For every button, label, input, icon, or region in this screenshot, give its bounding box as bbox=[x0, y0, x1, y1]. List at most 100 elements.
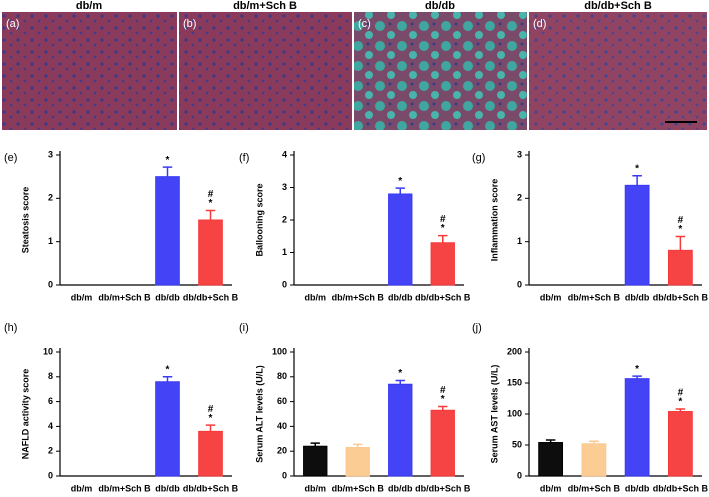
panel-label: (g) bbox=[472, 152, 485, 164]
y-tick-label: 0 bbox=[517, 470, 522, 480]
histology-image bbox=[179, 12, 352, 130]
y-tick-label: 100 bbox=[507, 408, 522, 418]
y-tick-label: 0 bbox=[48, 470, 53, 480]
x-tick-label: db/db+Sch B bbox=[653, 483, 709, 493]
error-bar bbox=[438, 234, 448, 243]
y-tick-label: 10 bbox=[43, 346, 53, 356]
y-tick-label: 3 bbox=[48, 149, 53, 159]
panel-header: db/db+Sch B bbox=[584, 0, 652, 12]
y-tick-label: 8 bbox=[48, 371, 53, 381]
bar bbox=[624, 184, 650, 286]
panel-header: db/m bbox=[76, 0, 102, 12]
x-tick-label: db/m+Sch B bbox=[568, 483, 621, 493]
x-tick-label: db/db bbox=[388, 292, 413, 302]
x-tick-label: db/m bbox=[305, 292, 327, 302]
significance-marker: * bbox=[678, 224, 682, 235]
panel-label: (c) bbox=[358, 18, 371, 30]
y-axis-label: Serum AST levels (U/L) bbox=[489, 365, 499, 464]
y-tick-label: 0 bbox=[282, 470, 287, 480]
significance-marker: # bbox=[678, 215, 684, 226]
x-tick-label: db/m bbox=[71, 292, 93, 302]
panel-label: (h) bbox=[4, 322, 17, 334]
panel-label: (d) bbox=[533, 18, 546, 30]
y-tick-label: 3 bbox=[282, 182, 287, 192]
error-bar bbox=[632, 375, 642, 379]
panel-label: (f) bbox=[239, 152, 249, 164]
y-tick-label: 3 bbox=[517, 149, 522, 159]
histology-image bbox=[529, 12, 707, 130]
significance-marker: * bbox=[398, 176, 402, 187]
panel-label: (j) bbox=[472, 322, 482, 334]
y-tick-label: 20 bbox=[277, 446, 287, 456]
x-tick-label: db/m+Sch B bbox=[568, 292, 621, 302]
error-bar bbox=[632, 175, 642, 186]
significance-marker: # bbox=[208, 404, 214, 415]
x-tick-label: db/m bbox=[540, 483, 562, 493]
y-tick-label: 1 bbox=[517, 236, 522, 246]
x-tick-label: db/m bbox=[71, 483, 93, 493]
y-tick-label: 0 bbox=[48, 279, 53, 289]
bar bbox=[303, 445, 328, 477]
error-bar bbox=[675, 235, 686, 251]
y-tick-label: 1 bbox=[282, 247, 287, 257]
bar bbox=[388, 193, 413, 286]
bar bbox=[538, 442, 564, 477]
significance-marker: * bbox=[209, 198, 213, 209]
x-tick-label: db/m+Sch B bbox=[98, 292, 151, 302]
y-tick-label: 50 bbox=[512, 439, 522, 449]
x-tick-label: db/m bbox=[540, 292, 562, 302]
y-tick-label: 2 bbox=[48, 446, 53, 456]
y-tick-label: 60 bbox=[277, 396, 287, 406]
significance-marker: * bbox=[635, 163, 639, 174]
bar bbox=[345, 446, 370, 477]
error-bar bbox=[162, 166, 173, 177]
panel-label: (e) bbox=[4, 152, 17, 164]
histology-image bbox=[354, 12, 527, 130]
x-tick-label: db/m bbox=[305, 483, 327, 493]
histology-image bbox=[2, 12, 177, 130]
significance-marker: * bbox=[166, 364, 170, 375]
bar bbox=[155, 381, 180, 477]
error-bar bbox=[205, 424, 216, 432]
y-tick-label: 2 bbox=[282, 214, 287, 224]
significance-marker: * bbox=[635, 364, 639, 375]
x-tick-label: db/m+Sch B bbox=[98, 483, 151, 493]
bar bbox=[430, 409, 455, 477]
error-bar bbox=[589, 440, 599, 444]
significance-marker: * bbox=[441, 394, 445, 405]
y-tick-label: 4 bbox=[282, 149, 287, 159]
significance-marker: * bbox=[166, 155, 170, 166]
bar bbox=[581, 443, 607, 477]
significance-marker: # bbox=[440, 214, 446, 225]
error-bar bbox=[438, 405, 448, 411]
error-bar bbox=[310, 442, 320, 447]
error-bar bbox=[395, 187, 405, 194]
y-tick-label: 1 bbox=[48, 236, 53, 246]
bar bbox=[624, 378, 650, 477]
y-tick-label: 6 bbox=[48, 396, 53, 406]
y-axis-label: Inflammation score bbox=[489, 179, 499, 262]
x-tick-label: db/db bbox=[625, 292, 650, 302]
bar bbox=[155, 176, 180, 286]
error-bar bbox=[162, 376, 173, 382]
y-axis-label: Ballooning score bbox=[254, 183, 264, 256]
y-tick-label: 0 bbox=[517, 279, 522, 289]
bar bbox=[198, 219, 223, 286]
y-tick-label: 2 bbox=[48, 193, 53, 203]
significance-marker: * bbox=[441, 223, 445, 234]
error-bar bbox=[545, 439, 556, 443]
bar bbox=[430, 242, 455, 286]
y-tick-label: 2 bbox=[517, 193, 522, 203]
panel-label: (b) bbox=[183, 18, 196, 30]
error-bar bbox=[675, 408, 686, 412]
y-axis-label: Serum ALT levels (U/L) bbox=[254, 365, 264, 463]
significance-marker: * bbox=[209, 413, 213, 424]
x-tick-label: db/db+Sch B bbox=[183, 292, 239, 302]
error-bar bbox=[353, 443, 363, 448]
panel-label: (a) bbox=[6, 18, 19, 30]
bar bbox=[667, 249, 693, 286]
panel-header: db/m+Sch B bbox=[233, 0, 297, 12]
y-tick-label: 80 bbox=[277, 371, 287, 381]
